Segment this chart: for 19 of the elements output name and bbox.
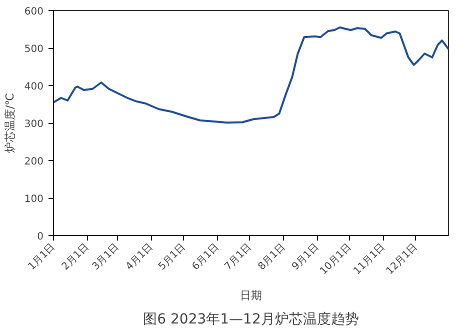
x-tick-label: 3月1日 [90, 242, 122, 273]
y-tick-label: 0 [37, 232, 44, 242]
y-tick-label: 600 [24, 6, 44, 18]
y-axis-title: 炉芯温度/℃ [3, 92, 16, 154]
text: 图6 2023年1—12月炉芯温度趋势 [143, 312, 359, 328]
x-tick-label: 6月1日 [190, 242, 222, 273]
x-tick-label: 1月1日 [26, 242, 58, 273]
line-series [54, 26, 448, 124]
y-tick-label: 200 [24, 156, 44, 168]
x-tick-label: 2月1日 [60, 242, 92, 273]
x-tick-label: 5月1日 [156, 242, 188, 273]
x-tick-label: 4月1日 [124, 242, 156, 273]
y-tick-label: 400 [24, 82, 44, 92]
y-tick-label: 100 [24, 194, 44, 205]
x-tick-label: 8月1日 [256, 242, 288, 273]
y-tick-label: 300 [24, 119, 44, 130]
x-tick-label: 7月1日 [222, 242, 254, 273]
x-axis-title: 日期 [240, 288, 262, 302]
y-tick-label: 500 [24, 44, 44, 55]
